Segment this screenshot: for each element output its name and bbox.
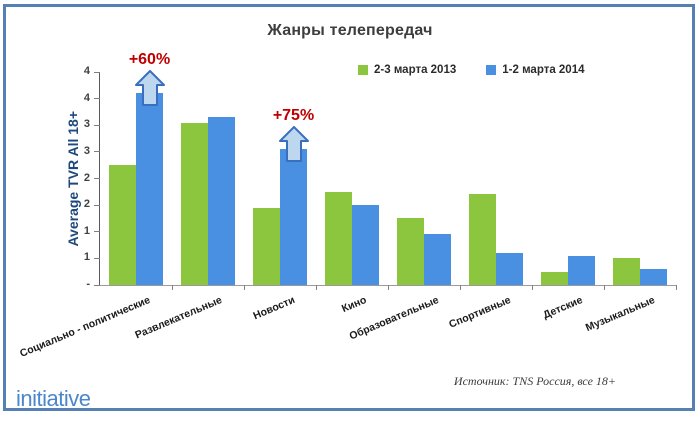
bar-2013	[109, 165, 136, 285]
chart-title: Жанры телепередач	[267, 22, 433, 39]
x-axis-boundary-tick	[315, 285, 317, 290]
y-tick-label: 4	[83, 91, 90, 104]
plot-area: -1 1 2 2 3 3 4 4 Социально - политические Развлек…	[18, 51, 677, 360]
x-axis-boundary-tick	[171, 285, 173, 290]
legend-item-2014: 1-2 марта 2014	[486, 64, 585, 76]
legend: 2-3 марта 2013 1-2 марта 2014	[358, 64, 585, 76]
bar-2013	[613, 258, 640, 285]
bar-2014	[352, 205, 379, 285]
annotation-label: +60%	[128, 51, 171, 69]
y-tick-label: 3	[83, 144, 90, 157]
bar-2013	[469, 194, 496, 285]
x-axis-boundary-tick	[603, 285, 605, 290]
y-tick-mark	[94, 71, 100, 73]
y-tick-label: 4	[83, 65, 90, 77]
bar-2014	[640, 269, 667, 285]
y-tick-label: 3	[83, 118, 90, 131]
legend-label-2014: 1-2 марта 2014	[502, 64, 585, 76]
y-tick-mark	[94, 204, 100, 206]
up-arrow-icon	[134, 70, 165, 107]
initiative-logo: initiative	[16, 386, 91, 411]
bar-2013	[181, 122, 208, 285]
y-tick-label: 2	[83, 198, 90, 211]
legend-swatch-2014	[486, 65, 497, 75]
y-tick-mark	[94, 151, 100, 153]
y-tick-mark	[94, 257, 100, 259]
bar-2013	[541, 271, 568, 285]
y-tick-mark	[94, 284, 100, 286]
bar-2013	[397, 218, 424, 285]
bar-2014	[568, 255, 595, 285]
source-note: Источник: TNS Россия, все 18+	[453, 374, 616, 388]
y-tick-mark	[94, 98, 100, 100]
bar-2013	[253, 207, 280, 285]
x-axis-boundary-tick	[531, 285, 533, 290]
legend-swatch-2013	[358, 65, 368, 75]
y-tick-mark	[94, 124, 100, 126]
x-axis-boundary-tick	[675, 285, 677, 290]
legend-label-2013: 2-3 марта 2013	[374, 64, 457, 76]
x-axis-boundary-tick	[459, 285, 461, 290]
up-arrow-icon	[278, 126, 309, 163]
y-tick-label: 1	[83, 224, 90, 237]
bar-2014	[280, 149, 307, 285]
annotation-label: +75%	[272, 107, 315, 125]
legend-item-2013: 2-3 марта 2013	[358, 64, 456, 76]
bar-2014	[424, 234, 451, 285]
bar-2014	[208, 117, 235, 285]
y-tick-mark	[94, 231, 100, 233]
y-tick-label: -	[86, 278, 90, 290]
y-tick-label: 2	[83, 171, 90, 184]
bar-2014	[136, 93, 163, 285]
y-tick-label: 1	[83, 251, 90, 264]
x-axis-boundary-tick	[243, 285, 245, 290]
x-axis-boundary-tick	[387, 285, 389, 290]
bar-2013	[325, 191, 352, 285]
bar-2014	[496, 253, 523, 285]
y-tick-mark	[94, 178, 100, 179]
